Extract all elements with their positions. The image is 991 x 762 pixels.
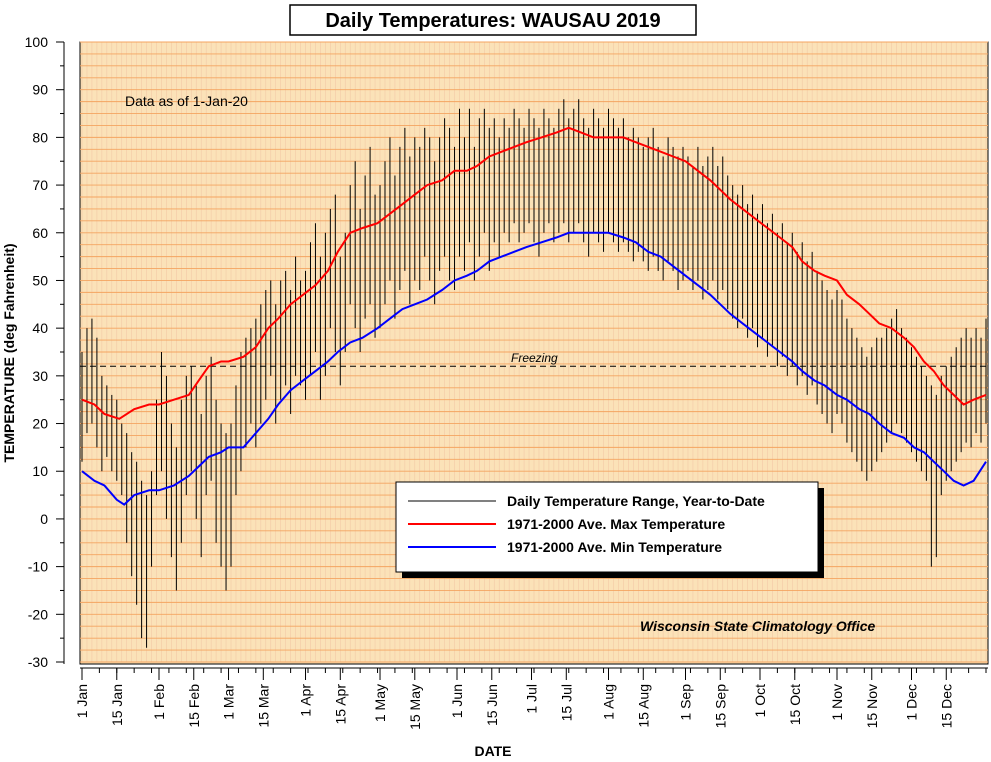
x-tick-label: 15 Feb: [186, 684, 202, 728]
legend-label-max: 1971-2000 Ave. Max Temperature: [507, 516, 725, 532]
y-tick-label: 0: [40, 511, 48, 527]
x-tick-label: 15 Dec: [938, 684, 954, 728]
avg-max-line: [81, 126, 987, 420]
chart-title-box: Daily Temperatures: WAUSAU 2019: [289, 4, 697, 36]
x-tick-label: 1 Jul: [524, 684, 540, 714]
x-tick-label: 15 Mar: [255, 684, 271, 728]
x-tick-label: 15 May: [407, 684, 423, 730]
freezing-label: Freezing: [511, 351, 558, 365]
y-tick-label: 70: [32, 177, 48, 193]
y-tick-label: -30: [28, 654, 48, 670]
legend-label-range: Daily Temperature Range, Year-to-Date: [507, 493, 765, 509]
x-tick-label: 1 Jun: [449, 684, 465, 718]
x-tick-label: 1 Jan: [74, 684, 90, 718]
legend-box: [395, 481, 819, 573]
y-tick-label: 90: [32, 82, 48, 98]
chart-title: Daily Temperatures: WAUSAU 2019: [325, 10, 660, 32]
y-tick-label: -20: [28, 606, 48, 622]
x-tick-label: 15 Jan: [109, 684, 125, 726]
x-tick-label: 1 Mar: [221, 684, 237, 720]
x-axis-label: DATE: [474, 743, 511, 759]
x-tick-label: 15 Sep: [712, 684, 728, 729]
x-tick-label: 15 Aug: [635, 684, 651, 728]
legend: Daily Temperature Range, Year-to-Date 19…: [395, 481, 824, 578]
y-tick-label: 100: [25, 34, 49, 50]
credit-label: Wisconsin State Climatology Office: [640, 618, 876, 634]
y-tick-label: 50: [32, 272, 48, 288]
x-tick-label: 15 Jul: [558, 684, 574, 721]
legend-label-min: 1971-2000 Ave. Min Temperature: [507, 539, 722, 555]
x-tick-label: 1 Nov: [829, 684, 845, 721]
y-axis-label: TEMPERATURE (deg Fahrenheit): [1, 243, 17, 462]
x-tick-label: 1 Oct: [752, 684, 768, 718]
x-tick-label: 1 Dec: [903, 684, 919, 721]
y-tick-label: 20: [32, 416, 48, 432]
x-tick-label: 1 May: [372, 684, 388, 722]
y-tick-label: 10: [32, 463, 48, 479]
x-tick-label: 1 Sep: [677, 684, 693, 721]
x-tick-label: 1 Feb: [151, 684, 167, 720]
y-tick-label: 60: [32, 225, 48, 241]
x-tick-label: 1 Apr: [298, 684, 314, 717]
data-as-of-note: Data as of 1-Jan-20: [125, 93, 248, 109]
y-tick-label: 30: [32, 368, 48, 384]
x-tick-label: 15 Jun: [484, 684, 500, 726]
x-axis: 1 Jan 15 Jan 1 Feb 15 Feb 1 Mar 15 Mar 1 Apr 15…: [74, 667, 988, 730]
title-frame: [289, 4, 697, 36]
x-tick-label: 1 Aug: [601, 684, 617, 720]
daily-range-bars: [81, 99, 987, 648]
x-tick-label: 15 Nov: [864, 684, 880, 728]
y-tick-label: -10: [28, 559, 48, 575]
x-tick-label: 15 Apr: [332, 684, 348, 725]
avg-min-line: [81, 231, 987, 506]
x-tick-label: 15 Oct: [787, 684, 803, 725]
y-tick-label: 40: [32, 320, 48, 336]
y-tick-label: 80: [32, 129, 48, 145]
